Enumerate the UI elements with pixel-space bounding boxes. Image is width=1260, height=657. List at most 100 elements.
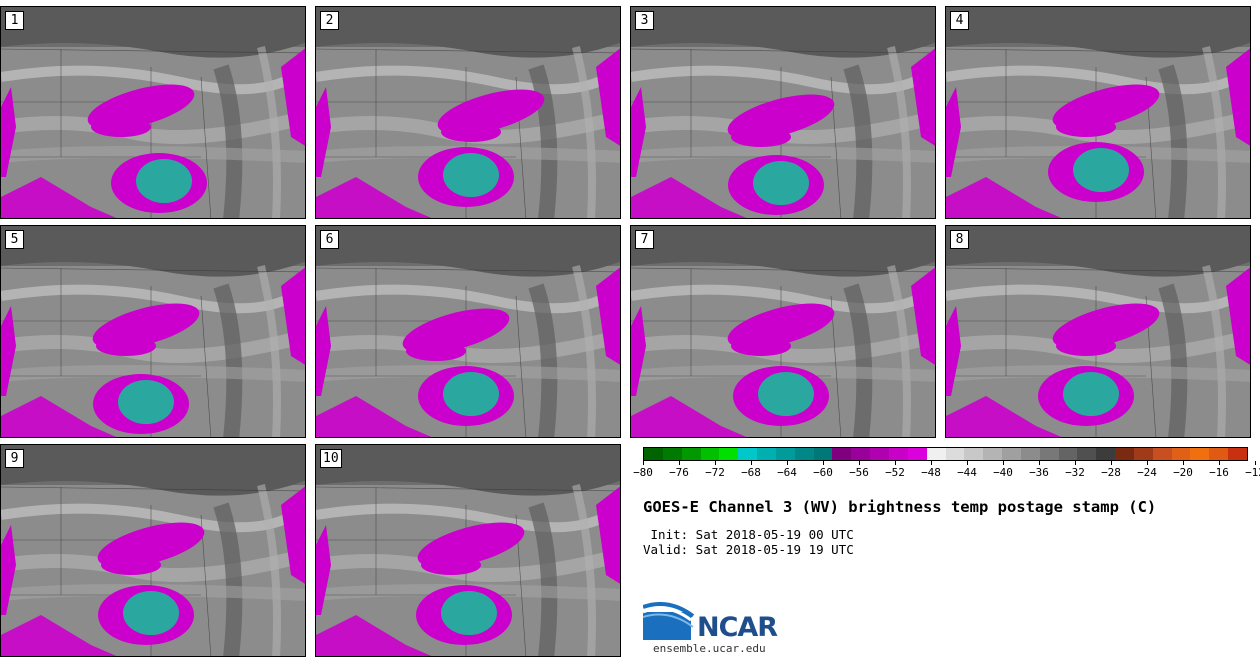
- colorbar-tick: [895, 461, 896, 465]
- colorbar-tick-label: −60: [813, 466, 833, 479]
- colorbar-segment: [1190, 448, 1210, 460]
- init-time: Init: Sat 2018-05-19 00 UTC: [643, 527, 854, 542]
- colorbar-ticks: −80 −76 −72 −68 −64 −60 −56 −52 −48 −44 −40 −36 −32 −…: [633, 461, 1260, 481]
- colorbar-segment: [813, 448, 833, 460]
- stamp-number: 7: [635, 230, 654, 249]
- colorbar-segment: [719, 448, 739, 460]
- postage-stamp-map: 5: [0, 225, 306, 438]
- colorbar-segment: [794, 448, 814, 460]
- colorbar-tick-label: −20: [1173, 466, 1193, 479]
- wv-map-image: [316, 445, 620, 656]
- colorbar-tick-label: −28: [1101, 466, 1121, 479]
- logo-text: NCAR: [697, 612, 778, 643]
- colorbar-segment: [662, 448, 682, 460]
- stamp-number: 6: [320, 230, 339, 249]
- colorbar-tick: [859, 461, 860, 465]
- colorbar-tick-label: −72: [705, 466, 725, 479]
- wv-map-image: [946, 226, 1250, 437]
- colorbar-segment: [1152, 448, 1172, 460]
- postage-stamp-map: 1: [0, 6, 306, 219]
- postage-stamp-map: 4: [945, 6, 1251, 219]
- colorbar-segment: [888, 448, 908, 460]
- product-title: GOES-E Channel 3 (WV) brightness temp po…: [643, 498, 1157, 516]
- colorbar-tick: [967, 461, 968, 465]
- postage-stamp-map: 6: [315, 225, 621, 438]
- colorbar: [643, 447, 1248, 461]
- colorbar-tick: [1219, 461, 1220, 465]
- wv-map-image: [316, 7, 620, 218]
- colorbar-tick-label: −76: [669, 466, 689, 479]
- colorbar-segment: [945, 448, 965, 460]
- colorbar-tick: [1075, 461, 1076, 465]
- postage-stamp-map: 8: [945, 225, 1251, 438]
- colorbar-tick-label: −56: [849, 466, 869, 479]
- colorbar-segment: [1002, 448, 1021, 460]
- colorbar-segment: [870, 448, 889, 460]
- colorbar-tick: [715, 461, 716, 465]
- stamp-number: 9: [5, 449, 24, 468]
- colorbar-segment: [757, 448, 776, 460]
- postage-stamp-map: 10: [315, 444, 621, 657]
- colorbar-tick-label: −36: [1029, 466, 1049, 479]
- ncar-logo-icon: [643, 602, 695, 640]
- postage-stamp-map: 3: [630, 6, 936, 219]
- colorbar-segment: [1133, 448, 1153, 460]
- colorbar-segment: [1209, 448, 1229, 460]
- colorbar-tick-label: −24: [1137, 466, 1157, 479]
- colorbar-tick-label: −64: [777, 466, 797, 479]
- postage-stamp-map: 9: [0, 444, 306, 657]
- stamp-number: 8: [950, 230, 969, 249]
- colorbar-segment: [983, 448, 1003, 460]
- colorbar-tick: [1183, 461, 1184, 465]
- postage-stamp-map: 2: [315, 6, 621, 219]
- colorbar-tick: [1255, 461, 1256, 465]
- colorbar-segment: [907, 448, 927, 460]
- colorbar-segment: [832, 448, 852, 460]
- colorbar-tick: [823, 461, 824, 465]
- colorbar-segment: [1115, 448, 1134, 460]
- colorbar-tick-label: −52: [885, 466, 905, 479]
- colorbar-segment: [1039, 448, 1059, 460]
- colorbar-tick: [1147, 461, 1148, 465]
- wv-map-image: [316, 226, 620, 437]
- colorbar-tick: [643, 461, 644, 465]
- colorbar-segment: [926, 448, 946, 460]
- colorbar-segment: [738, 448, 758, 460]
- colorbar-tick: [1111, 461, 1112, 465]
- colorbar-segment: [1020, 448, 1040, 460]
- colorbar-segment: [1058, 448, 1078, 460]
- colorbar-tick-label: −80: [633, 466, 653, 479]
- colorbar-tick-label: −68: [741, 466, 761, 479]
- wv-map-image: [631, 226, 935, 437]
- colorbar-tick: [1003, 461, 1004, 465]
- stamp-number: 3: [635, 11, 654, 30]
- colorbar-tick-label: −48: [921, 466, 941, 479]
- colorbar-segment: [644, 448, 663, 460]
- colorbar-segment: [1228, 448, 1247, 460]
- colorbar-segment: [1077, 448, 1097, 460]
- colorbar-tick: [751, 461, 752, 465]
- stamp-number: 5: [5, 230, 24, 249]
- colorbar-tick-label: −12: [1245, 466, 1260, 479]
- colorbar-segment: [1096, 448, 1116, 460]
- colorbar-segment: [851, 448, 871, 460]
- site-url: ensemble.ucar.edu: [653, 642, 766, 655]
- wv-map-image: [1, 445, 305, 656]
- wv-map-image: [1, 7, 305, 218]
- valid-time: Valid: Sat 2018-05-19 19 UTC: [643, 542, 854, 557]
- colorbar-tick: [931, 461, 932, 465]
- stamp-number: 4: [950, 11, 969, 30]
- wv-map-image: [631, 7, 935, 218]
- colorbar-segment: [700, 448, 720, 460]
- colorbar-segment: [1171, 448, 1191, 460]
- colorbar-tick-label: −44: [957, 466, 977, 479]
- stamp-number: 2: [320, 11, 339, 30]
- wv-map-image: [1, 226, 305, 437]
- colorbar-tick: [787, 461, 788, 465]
- colorbar-tick-label: −32: [1065, 466, 1085, 479]
- colorbar-tick-label: −16: [1209, 466, 1229, 479]
- colorbar-tick-label: −40: [993, 466, 1013, 479]
- colorbar-tick: [1039, 461, 1040, 465]
- postage-stamp-map: 7: [630, 225, 936, 438]
- colorbar-segment: [964, 448, 984, 460]
